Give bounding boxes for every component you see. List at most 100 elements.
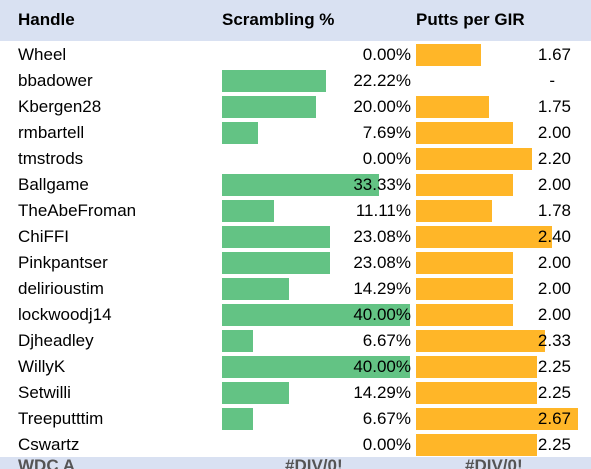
handle-cell[interactable]: Cswartz xyxy=(18,435,80,454)
handle-cell[interactable]: Kbergen28 xyxy=(18,97,102,116)
scrambling-cell[interactable]: 0.00% xyxy=(362,435,411,454)
table-row[interactable]: delirioustim 14.29% 2.00 xyxy=(0,276,591,302)
scrambling-databar xyxy=(222,70,326,92)
table-row[interactable]: TheAbeFroman 11.11% 1.78 xyxy=(0,198,591,224)
putts-cell[interactable]: 2.00 xyxy=(537,305,571,324)
putts-databar xyxy=(416,278,513,300)
handle-cell[interactable]: rmbartell xyxy=(18,123,85,142)
scrambling-databar xyxy=(222,278,289,300)
column-header-putts[interactable]: Putts per GIR xyxy=(416,10,525,29)
putts-cell[interactable]: - xyxy=(549,71,555,90)
table-row[interactable]: lockwoodj14 40.00% 2.00 xyxy=(0,302,591,328)
putts-cell[interactable]: 2.25 xyxy=(537,383,571,402)
handle-cell[interactable]: TheAbeFroman xyxy=(18,201,137,220)
table-row[interactable]: Ballgame 33.33% 2.00 xyxy=(0,172,591,198)
scrambling-cell[interactable]: 7.69% xyxy=(362,123,411,142)
putts-databar xyxy=(416,382,537,404)
scrambling-cell[interactable]: 14.29% xyxy=(353,279,411,298)
table-row[interactable]: Wheel 0.00% 1.67 xyxy=(0,42,591,68)
handle-cell[interactable]: ChiFFI xyxy=(18,227,69,246)
table-row[interactable]: tmstrods 0.00% 2.20 xyxy=(0,146,591,172)
putts-cell[interactable]: 2.40 xyxy=(537,227,571,246)
putts-cell[interactable]: 2.00 xyxy=(537,279,571,298)
putts-cell[interactable]: 2.33 xyxy=(537,331,571,350)
putts-databar xyxy=(416,356,537,378)
scrambling-cell[interactable]: 33.33% xyxy=(353,175,411,194)
table-row[interactable]: Djheadley 6.67% 2.33 xyxy=(0,328,591,354)
footer-handle: WDC A xyxy=(18,457,75,469)
table-row[interactable]: Kbergen28 20.00% 1.75 xyxy=(0,94,591,120)
column-header-handle[interactable]: Handle xyxy=(18,10,75,29)
table-row[interactable]: WillyK 40.00% 2.25 xyxy=(0,354,591,380)
scrambling-databar xyxy=(222,174,379,196)
footer-scrambling: #DIV/0! xyxy=(285,457,343,469)
putts-databar xyxy=(416,304,513,326)
table-header: Handle Scrambling % Putts per GIR xyxy=(0,0,591,41)
putts-cell[interactable]: 2.20 xyxy=(537,149,571,168)
scrambling-databar xyxy=(222,330,253,352)
putts-databar xyxy=(416,434,537,456)
scrambling-cell[interactable]: 40.00% xyxy=(353,305,411,324)
scrambling-cell[interactable]: 40.00% xyxy=(353,357,411,376)
table-row[interactable]: ChiFFI 23.08% 2.40 xyxy=(0,224,591,250)
footer-putts: #DIV/0! xyxy=(465,457,523,469)
scrambling-cell[interactable]: 23.08% xyxy=(353,227,411,246)
table-row[interactable]: bbadower 22.22% - xyxy=(0,68,591,94)
putts-cell[interactable]: 2.67 xyxy=(537,409,571,428)
scrambling-cell[interactable]: 6.67% xyxy=(362,331,411,350)
putts-cell[interactable]: 1.75 xyxy=(537,97,571,116)
putts-databar xyxy=(416,44,481,66)
table-row[interactable]: rmbartell 7.69% 2.00 xyxy=(0,120,591,146)
putts-cell[interactable]: 2.00 xyxy=(537,253,571,272)
handle-cell[interactable]: Setwilli xyxy=(18,383,71,402)
putts-cell[interactable]: 2.00 xyxy=(537,123,571,142)
scrambling-databar xyxy=(222,356,410,378)
scrambling-cell[interactable]: 14.29% xyxy=(353,383,411,402)
handle-cell[interactable]: delirioustim xyxy=(18,279,104,298)
column-header-scrambling[interactable]: Scrambling % xyxy=(222,10,335,29)
putts-cell[interactable]: 1.67 xyxy=(537,45,571,64)
handle-cell[interactable]: Ballgame xyxy=(18,175,89,194)
handle-cell[interactable]: bbadower xyxy=(18,71,93,90)
scrambling-databar xyxy=(222,226,330,248)
handle-cell[interactable]: Treeputttim xyxy=(18,409,104,428)
putts-databar xyxy=(416,174,513,196)
scrambling-cell[interactable]: 22.22% xyxy=(353,71,411,90)
scrambling-cell[interactable]: 0.00% xyxy=(362,149,411,168)
putts-cell[interactable]: 2.25 xyxy=(537,435,571,454)
table-row[interactable]: Cswartz 0.00% 2.25 xyxy=(0,432,591,458)
scrambling-cell[interactable]: 0.00% xyxy=(362,45,411,64)
handle-cell[interactable]: Djheadley xyxy=(18,331,94,350)
putts-databar xyxy=(416,122,513,144)
table-row[interactable]: Pinkpantser 23.08% 2.00 xyxy=(0,250,591,276)
handle-cell[interactable]: tmstrods xyxy=(18,149,84,168)
scrambling-cell[interactable]: 6.67% xyxy=(362,409,411,428)
handle-cell[interactable]: lockwoodj14 xyxy=(18,305,112,324)
scrambling-databar xyxy=(222,200,274,222)
putts-cell[interactable]: 1.78 xyxy=(537,201,571,220)
table-footer: WDC A #DIV/0! #DIV/0! xyxy=(0,457,591,469)
scrambling-databar xyxy=(222,252,330,274)
scrambling-databar xyxy=(222,304,410,326)
scrambling-databar xyxy=(222,96,316,118)
putts-databar xyxy=(416,226,552,248)
scrambling-databar xyxy=(222,382,289,404)
scrambling-cell[interactable]: 11.11% xyxy=(355,201,411,220)
putts-databar xyxy=(416,200,492,222)
scrambling-databar xyxy=(222,408,253,430)
putts-cell[interactable]: 2.25 xyxy=(537,357,571,376)
scrambling-databar xyxy=(222,122,258,144)
handle-cell[interactable]: WillyK xyxy=(18,357,66,376)
putts-databar xyxy=(416,330,545,352)
putts-cell[interactable]: 2.00 xyxy=(537,175,571,194)
scrambling-cell[interactable]: 23.08% xyxy=(353,253,411,272)
putts-databar xyxy=(416,408,578,430)
handle-cell[interactable]: Wheel xyxy=(18,45,67,64)
table-row[interactable]: Treeputttim 6.67% 2.67 xyxy=(0,406,591,432)
putts-databar xyxy=(416,252,513,274)
table-row[interactable]: Setwilli 14.29% 2.25 xyxy=(0,380,591,406)
putts-databar xyxy=(416,96,489,118)
handle-cell[interactable]: Pinkpantser xyxy=(18,253,108,272)
putts-databar xyxy=(416,148,532,170)
scrambling-cell[interactable]: 20.00% xyxy=(353,97,411,116)
